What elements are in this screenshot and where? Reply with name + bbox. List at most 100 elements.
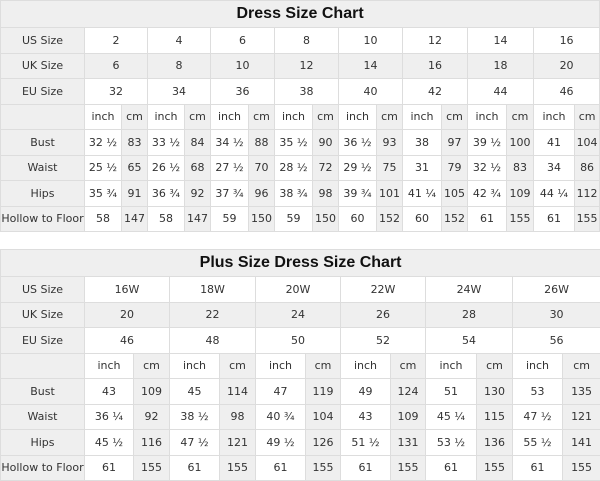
size-cell: 22: [169, 301, 256, 328]
cm-cell: 109: [133, 378, 170, 405]
unit-cm: cm: [312, 103, 339, 130]
measure-row: Bust 43 109 45 114 47 119 49 124 51 130 53 135: [0, 378, 600, 405]
row-label: Hollow to Floor: [0, 205, 85, 232]
size-cell: 26W: [511, 276, 600, 303]
inch-cell: 49 ½: [255, 429, 306, 456]
size-cell: 24: [255, 301, 341, 328]
inch-cell: 61: [425, 454, 477, 481]
unit-cm: cm: [133, 352, 170, 379]
unit-inch: inch: [84, 352, 134, 379]
unit-cm: cm: [376, 103, 403, 130]
inch-cell: 59: [274, 205, 313, 232]
cm-cell: 101: [376, 180, 403, 207]
size-cell: 42: [402, 78, 468, 105]
unit-row: inch cm inch cm inch cm inch cm inch cm inch cm: [0, 352, 600, 379]
cm-cell: 72: [312, 154, 339, 181]
unit-inch: inch: [210, 103, 249, 130]
size-cell: 12: [274, 52, 339, 79]
inch-cell: 35 ¾: [84, 180, 122, 207]
cm-cell: 124: [390, 378, 426, 405]
size-cell: 18: [467, 52, 534, 79]
cm-cell: 155: [573, 205, 600, 232]
unit-cm: cm: [561, 352, 600, 379]
row-label: Bust: [0, 378, 85, 405]
unit-inch: inch: [169, 352, 220, 379]
cm-cell: 155: [133, 454, 170, 481]
title-row: Dress Size Chart: [0, 0, 600, 28]
cm-cell: 105: [441, 180, 468, 207]
inch-cell: 51 ½: [340, 429, 391, 456]
table-title: Plus Size Dress Size Chart: [0, 249, 600, 277]
measure-row: Hollow to Floor 61 155 61 155 61 155 61 155 61 155…: [0, 454, 600, 481]
size-cell: 38: [274, 78, 339, 105]
inch-cell: 47 ½: [169, 429, 220, 456]
inch-cell: 41 ¼: [402, 180, 442, 207]
inch-cell: 53 ½: [425, 429, 477, 456]
size-cell: 18W: [169, 276, 256, 303]
row-label-empty: [0, 352, 85, 379]
size-cell: 12: [402, 27, 468, 54]
cm-cell: 155: [219, 454, 256, 481]
inch-cell: 51: [425, 378, 477, 405]
unit-inch: inch: [467, 103, 507, 130]
cm-cell: 79: [441, 154, 468, 181]
size-cell: 30: [511, 301, 600, 328]
unit-cm: cm: [441, 103, 468, 130]
unit-inch: inch: [338, 103, 377, 130]
size-cell: 4: [147, 27, 211, 54]
cm-cell: 100: [506, 129, 534, 156]
unit-inch: inch: [340, 352, 391, 379]
measure-row: Hips 45 ½ 116 47 ½ 121 49 ½ 126 51 ½ 131 53 ½ 136 5…: [0, 429, 600, 456]
size-cell: 6: [84, 52, 148, 79]
size-cell: 28: [425, 301, 513, 328]
row-label: Waist: [0, 403, 85, 430]
inch-cell: 45 ½: [84, 429, 134, 456]
cm-cell: 97: [441, 129, 468, 156]
unit-inch: inch: [274, 103, 313, 130]
cm-cell: 112: [573, 180, 600, 207]
title-row: Plus Size Dress Size Chart: [0, 249, 600, 277]
cm-cell: 109: [390, 403, 426, 430]
size-cell: 6: [210, 27, 275, 54]
inch-cell: 61: [84, 454, 134, 481]
cm-cell: 126: [305, 429, 341, 456]
row-label: Waist: [0, 154, 85, 181]
size-cell: 46: [84, 327, 170, 354]
unit-cm: cm: [248, 103, 275, 130]
unit-row: inch cm inch cm inch cm inch cm inch cm inch cm inch…: [0, 103, 600, 130]
inch-cell: 27 ½: [210, 154, 249, 181]
inch-cell: 31: [402, 154, 442, 181]
cm-cell: 121: [219, 429, 256, 456]
inch-cell: 42 ¾: [467, 180, 507, 207]
cm-cell: 114: [219, 378, 256, 405]
size-row: US Size 16W 18W 20W 22W 24W 26W: [0, 276, 600, 303]
row-label: EU Size: [0, 78, 85, 105]
inch-cell: 61: [467, 205, 507, 232]
row-label: Hips: [0, 429, 85, 456]
inch-cell: 40 ¾: [255, 403, 306, 430]
row-label: US Size: [0, 276, 85, 303]
cm-cell: 93: [376, 129, 403, 156]
inch-cell: 32 ½: [84, 129, 122, 156]
size-cell: 56: [511, 327, 600, 354]
inch-cell: 26 ½: [147, 154, 185, 181]
cm-cell: 150: [312, 205, 339, 232]
plus-size-dress-size-chart-table: Plus Size Dress Size Chart US Size 16W 18W 2…: [0, 249, 600, 481]
cm-cell: 155: [305, 454, 341, 481]
row-label: UK Size: [0, 301, 85, 328]
cm-cell: 91: [121, 180, 148, 207]
cm-cell: 131: [390, 429, 426, 456]
size-row: UK Size 20 22 24 26 28 30: [0, 301, 600, 328]
cm-cell: 152: [441, 205, 468, 232]
inch-cell: 38 ½: [169, 403, 220, 430]
size-cell: 10: [338, 27, 403, 54]
inch-cell: 47: [255, 378, 306, 405]
cm-cell: 104: [573, 129, 600, 156]
inch-cell: 61: [169, 454, 220, 481]
size-cell: 20W: [255, 276, 341, 303]
row-label: EU Size: [0, 327, 85, 354]
cm-cell: 152: [376, 205, 403, 232]
cm-cell: 98: [219, 403, 256, 430]
inch-cell: 60: [402, 205, 442, 232]
inch-cell: 49: [340, 378, 391, 405]
